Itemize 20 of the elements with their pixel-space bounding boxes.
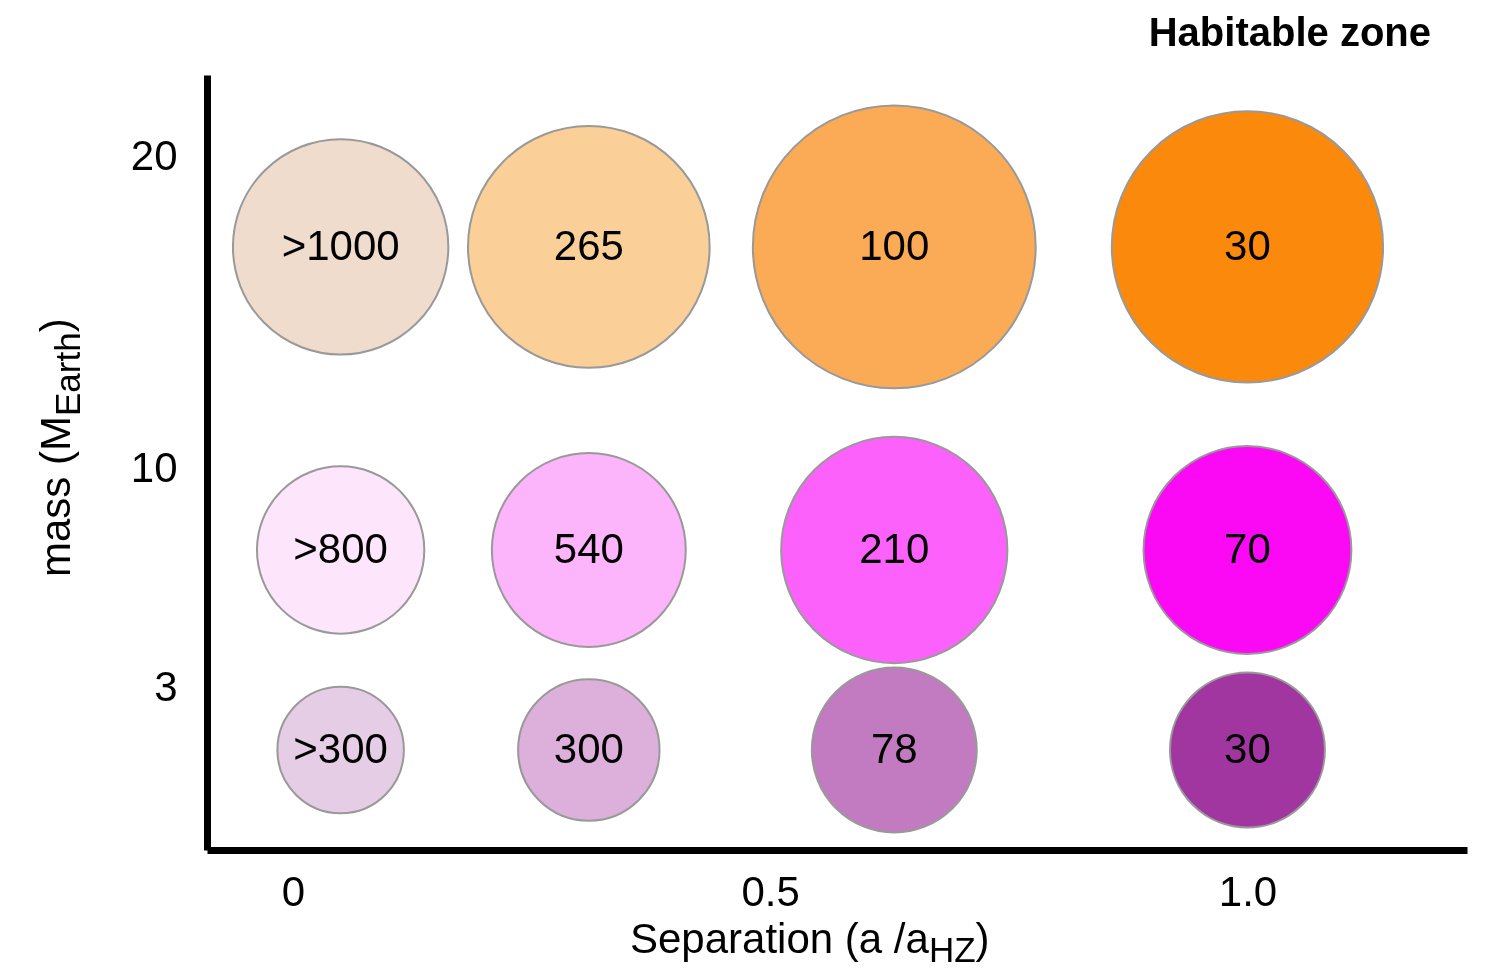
annotation: >800 xyxy=(293,525,388,572)
x-tick-label: 1.0 xyxy=(1218,867,1278,915)
y-tick-label: 3 xyxy=(154,663,178,710)
x-tick-label: 0.5 xyxy=(741,867,800,915)
annotation: >300 xyxy=(293,725,388,772)
y-tick-label: 10 xyxy=(130,444,178,492)
annotation: 78 xyxy=(870,725,918,772)
annotation: 300 xyxy=(553,725,624,772)
y-tick-label: 20 xyxy=(130,131,178,179)
annotation: 210 xyxy=(859,525,930,572)
text: Habitable zone xyxy=(1148,10,1431,55)
annotation: 70 xyxy=(1224,525,1271,572)
x-axis-title: Separation (a /a$_{HZ}$) xyxy=(630,915,990,971)
annotation: >1000 xyxy=(281,221,400,269)
annotation: 540 xyxy=(553,525,624,572)
annotation: 265 xyxy=(553,221,624,269)
annotation: 100 xyxy=(859,221,930,269)
annotation: 30 xyxy=(1224,221,1271,269)
x-tick-label: 0 xyxy=(281,867,306,915)
annotation: 30 xyxy=(1224,725,1271,772)
